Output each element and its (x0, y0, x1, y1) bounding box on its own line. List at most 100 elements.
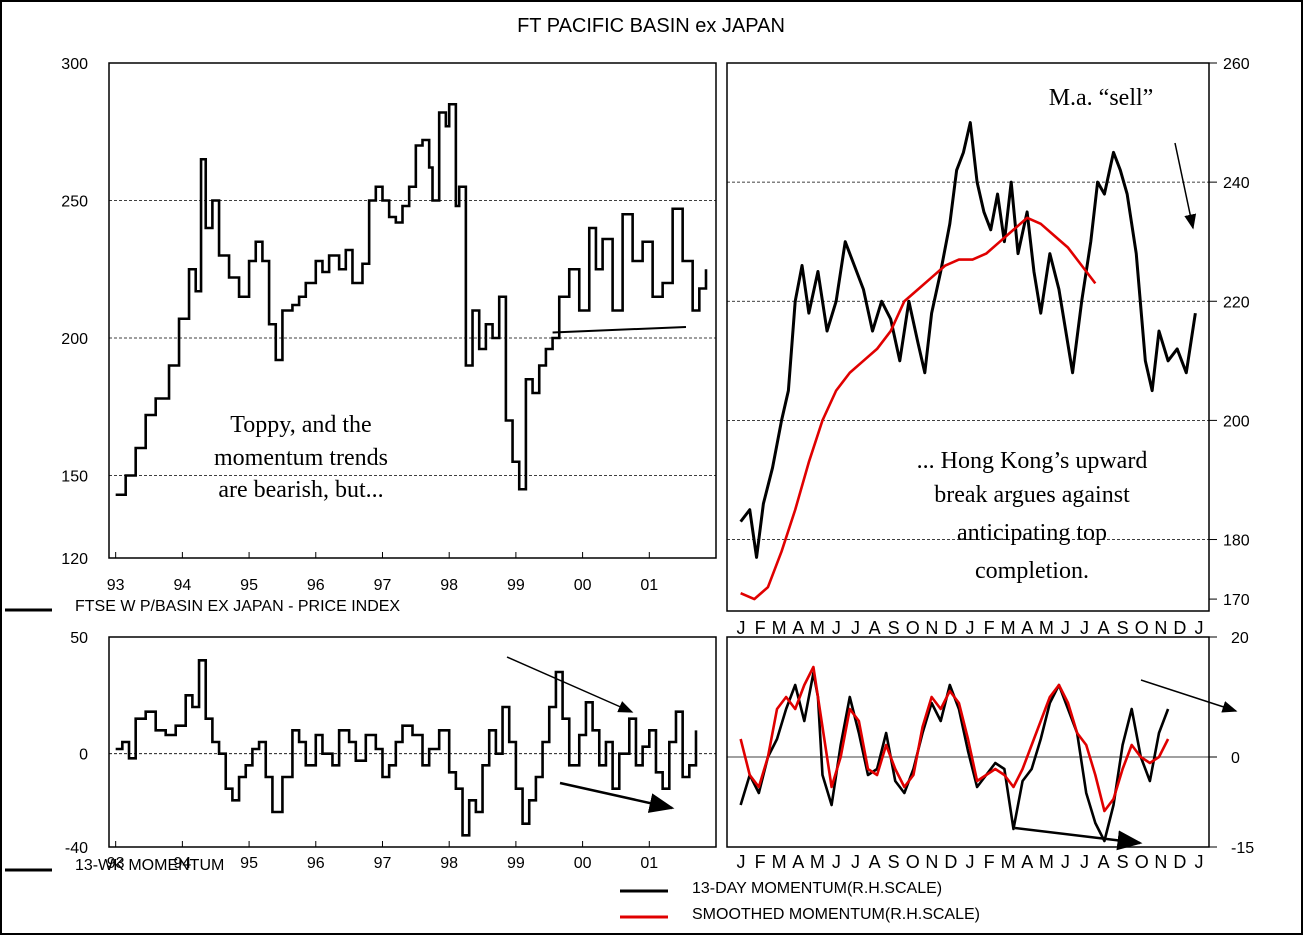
x-tick-label: S (1117, 852, 1129, 872)
x-tick-label: A (792, 852, 804, 872)
annotation-left-line3: are bearish, but... (218, 477, 383, 503)
x-tick-label: 96 (307, 855, 325, 872)
annotation-right-line1: ... Hong Kong’s upward (917, 448, 1148, 474)
momentum-series-line (115, 659, 698, 837)
weekly-momentum-trend-arrow-bottom (559, 781, 675, 813)
annotation-right-line3: anticipating top (957, 520, 1107, 546)
x-tick-label: O (906, 618, 920, 638)
y-tick-label: 50 (70, 630, 88, 647)
x-tick-label: F (755, 852, 766, 872)
sell-arrow (1174, 142, 1197, 230)
x-tick-label: J (1061, 852, 1070, 872)
support-line (552, 326, 687, 334)
daily-price-panel (726, 62, 1210, 612)
x-tick-label: A (1098, 852, 1110, 872)
y-tick-label: 250 (61, 194, 88, 211)
x-tick-label: J (832, 618, 841, 638)
y-tick-label: 240 (1223, 175, 1250, 192)
y-tick-label: 20 (1231, 630, 1249, 647)
x-tick-label: F (984, 618, 995, 638)
x-tick-label: D (944, 852, 957, 872)
weekly-price-panel (108, 62, 717, 559)
moving-average-line (740, 216, 1097, 601)
x-tick-label: F (755, 618, 766, 638)
x-tick-label: M (772, 618, 787, 638)
y-tick-label: 170 (1223, 592, 1250, 609)
y-tick-label: 200 (1223, 413, 1250, 430)
y-tick-label: 150 (61, 469, 88, 486)
x-tick-label: N (925, 618, 938, 638)
x-tick-label: O (1135, 852, 1149, 872)
x-tick-label: 93 (107, 577, 125, 594)
weekly-price-plot: 300 250 200 150 120 93 94 95 96 97 98 99 00 01 (61, 56, 716, 594)
x-tick-label: J (737, 852, 746, 872)
x-tick-label: J (966, 852, 975, 872)
x-tick-label: M (1039, 618, 1054, 638)
x-tick-label: M (810, 852, 825, 872)
x-tick-label: A (1098, 618, 1110, 638)
x-tick-label: J (832, 852, 841, 872)
daily-momentum-plot: 200-15J F M A M J J A S O N D J F M A M J J A S O N D J (727, 630, 1254, 872)
daily-price-line (739, 121, 1197, 559)
annotation-right-line2: break argues against (934, 482, 1130, 508)
y-tick-label: 0 (79, 747, 88, 764)
x-tick-label: 97 (374, 577, 392, 594)
x-tick-label: M (810, 618, 825, 638)
x-tick-label: S (888, 852, 900, 872)
x-tick-label: 94 (173, 577, 191, 594)
x-tick-label: 93 (107, 855, 125, 872)
x-tick-label: J (1061, 618, 1070, 638)
x-tick-label: J (1195, 852, 1204, 872)
x-tick-label: O (1135, 618, 1149, 638)
x-tick-label: J (851, 618, 860, 638)
x-tick-label: 95 (240, 577, 258, 594)
x-tick-label: N (1154, 618, 1167, 638)
x-tick-label: A (1021, 618, 1033, 638)
y-tick-label: -40 (65, 840, 88, 857)
daily-momentum-trend-arrow-top (1140, 679, 1238, 713)
x-tick-label: J (737, 618, 746, 638)
y-tick-label: 200 (61, 331, 88, 348)
annotation-left-line2: momentum trends (214, 445, 388, 471)
y-tick-label: 300 (61, 56, 88, 73)
x-tick-label: S (888, 618, 900, 638)
weekly-momentum-panel (108, 636, 717, 848)
x-tick-label: J (1195, 618, 1204, 638)
y-tick-label: -15 (1231, 840, 1254, 857)
x-tick-label: A (792, 618, 804, 638)
wk-momentum-legend-label: 13-WK MOMENTUM (75, 857, 224, 874)
x-tick-label: 94 (173, 855, 191, 872)
x-tick-label: J (851, 852, 860, 872)
x-tick-label: 97 (374, 855, 392, 872)
price-series-line (115, 102, 708, 497)
x-tick-label: 96 (307, 577, 325, 594)
x-tick-label: S (1117, 618, 1129, 638)
x-tick-label: 99 (507, 577, 525, 594)
x-tick-label: 00 (574, 855, 592, 872)
smoothed-legend-label: SMOOTHED MOMENTUM(R.H.SCALE) (692, 906, 980, 923)
day-momentum-legend-label: 13-DAY MOMENTUM(R.H.SCALE) (692, 880, 942, 897)
x-tick-label: M (772, 852, 787, 872)
x-tick-label: A (869, 618, 881, 638)
x-tick-label: O (906, 852, 920, 872)
x-tick-label: N (925, 852, 938, 872)
x-tick-label: J (966, 618, 975, 638)
x-tick-label: D (944, 618, 957, 638)
x-tick-label: D (1173, 618, 1186, 638)
x-tick-label: 01 (640, 577, 658, 594)
weekly-momentum-plot: 50 0 -40 93 94 95 96 97 98 99 00 01 (65, 630, 716, 872)
x-tick-label: N (1154, 852, 1167, 872)
y-tick-label: 0 (1231, 750, 1240, 767)
x-tick-label: 98 (440, 855, 458, 872)
x-tick-label: F (984, 852, 995, 872)
x-tick-label: 98 (440, 577, 458, 594)
x-tick-label: M (1001, 618, 1016, 638)
chart-title: FT PACIFIC BASIN ex JAPAN (517, 15, 785, 37)
y-tick-label: 120 (61, 551, 88, 568)
x-tick-label: J (1080, 852, 1089, 872)
x-tick-label: M (1001, 852, 1016, 872)
x-tick-label: D (1173, 852, 1186, 872)
x-tick-label: A (1021, 852, 1033, 872)
